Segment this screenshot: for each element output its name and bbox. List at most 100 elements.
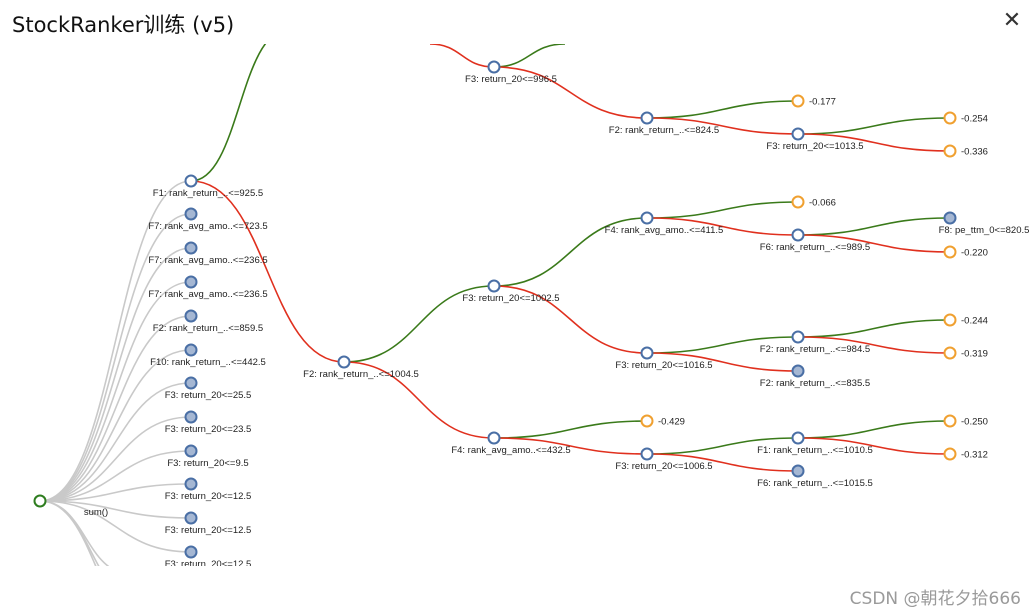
node-label: F2: rank_return_..<=859.5: [153, 323, 263, 334]
edge-gray-offscreen: [39, 500, 97, 566]
split-label: F1: rank_return_..<=1010.5: [757, 445, 873, 456]
split-label: F3: return_20<=996.5: [465, 74, 557, 85]
tree-node[interactable]: [184, 477, 198, 491]
split-label: F3: return_20<=1013.5: [766, 141, 863, 152]
leaf-value: -0.319: [961, 349, 988, 360]
split-node[interactable]: [640, 346, 654, 360]
edge-f4_411-f6_989: [646, 217, 799, 236]
edge-f3_1006-f6_1015: [646, 453, 799, 472]
edge-f3_1016-f2_835: [646, 352, 799, 372]
split-label: F6: rank_return_..<=1015.5: [757, 478, 873, 489]
leaf-node[interactable]: [943, 414, 957, 428]
tree-node[interactable]: [184, 275, 198, 289]
leaf-value: -0.066: [809, 198, 836, 209]
split-node[interactable]: [791, 127, 805, 141]
edge-f2_824-f3_1013: [646, 117, 799, 135]
edge-f3_1013-l0254: [797, 117, 951, 135]
node-label: F3: return_20<=12.5: [165, 525, 252, 536]
edge-root-to-tree: [39, 382, 192, 502]
dialog-title: StockRanker训练 (v5): [12, 13, 235, 37]
node-label: F3: return_20<=12.5: [165, 559, 252, 570]
tree-node[interactable]: [184, 376, 198, 390]
edge-red-offscreen: [429, 44, 495, 68]
edge-root-to-tree: [39, 315, 192, 502]
split-node[interactable]: [640, 211, 654, 225]
tree-node[interactable]: [184, 410, 198, 424]
leaf-node[interactable]: [943, 447, 957, 461]
split-label: F3: return_20<=1016.5: [615, 360, 712, 371]
leaf-value: -0.250: [961, 417, 988, 428]
split-node[interactable]: [791, 364, 805, 378]
watermark: CSDN @朝花夕拾666: [849, 589, 1021, 609]
edge-f3_1013-l0336: [797, 133, 951, 152]
leaf-value: -0.429: [658, 417, 685, 428]
leaf-node[interactable]: [943, 313, 957, 327]
edge-f2mid-f4_432: [343, 361, 495, 439]
split-label: F6: rank_return_..<=989.5: [760, 242, 870, 253]
edge-f6_989-f8: [797, 217, 951, 236]
edge-f1-f2mid: [190, 180, 345, 363]
edge-root-to-tree: [39, 247, 192, 502]
split-node[interactable]: [487, 431, 501, 445]
split-label: F2: rank_return_..<=824.5: [609, 125, 719, 136]
split-label: F4: rank_avg_amo..<=432.5: [451, 445, 570, 456]
node-label: F3: return_20<=25.5: [165, 390, 252, 401]
tree-node[interactable]: [184, 343, 198, 357]
split-node[interactable]: [640, 447, 654, 461]
node-label: F1: rank_return_..<=925.5: [153, 188, 263, 199]
split-label: F3: return_20<=1006.5: [615, 461, 712, 472]
edge-f4_432-f3_1006: [493, 437, 648, 455]
split-node[interactable]: [791, 330, 805, 344]
tree-node[interactable]: [184, 207, 198, 221]
leaf-node[interactable]: [640, 414, 654, 428]
edge-f3_1006-f1_1010: [646, 437, 799, 455]
split-node[interactable]: [337, 355, 351, 369]
split-node[interactable]: [791, 431, 805, 445]
edge-f3top-f2_824: [493, 66, 648, 119]
edge-f3_1002-f3_1016: [493, 285, 648, 354]
edge-root-to-tree: [39, 500, 192, 553]
leaf-node[interactable]: [791, 94, 805, 108]
tree-node[interactable]: [184, 511, 198, 525]
node-label: F3: return_20<=23.5: [165, 424, 252, 435]
edge-green-offscreen: [493, 44, 566, 68]
node-label: F7: rank_avg_amo..<=236.5: [148, 255, 267, 266]
leaf-node[interactable]: [791, 195, 805, 209]
split-node[interactable]: [487, 60, 501, 74]
edge-root-to-tree: [39, 180, 192, 502]
leaf-node[interactable]: [943, 346, 957, 360]
tree-node[interactable]: [184, 444, 198, 458]
edge-f6_989-l0220: [797, 234, 951, 253]
split-label: F2: rank_return_..<=984.5: [760, 344, 870, 355]
split-label: F3: return_20<=1002.5: [462, 293, 559, 304]
edge-root-to-tree: [39, 281, 192, 502]
split-label: F8: pe_ttm_0<=820.5: [939, 225, 1030, 236]
tree-node[interactable]: [184, 174, 198, 188]
tree-node[interactable]: [184, 545, 198, 559]
edge-root-to-tree: [39, 483, 192, 502]
leaf-node[interactable]: [943, 245, 957, 259]
edge-f1_1010-l0250: [797, 420, 951, 439]
tree-node[interactable]: [184, 241, 198, 255]
tree-edges: [39, 44, 951, 566]
leaf-value: -0.244: [961, 316, 988, 327]
leaf-node[interactable]: [943, 111, 957, 125]
leaf-node[interactable]: [943, 144, 957, 158]
split-node[interactable]: [791, 228, 805, 242]
split-node[interactable]: [640, 111, 654, 125]
tree-nodes: [33, 60, 957, 559]
node-label: F10: rank_return_..<=442.5: [150, 357, 266, 368]
split-node[interactable]: [791, 464, 805, 478]
root-node[interactable]: [33, 494, 47, 508]
close-icon[interactable]: ✕: [1002, 7, 1022, 32]
edge-f2_984-l0244: [797, 319, 951, 338]
split-node[interactable]: [487, 279, 501, 293]
leaf-value: -0.312: [961, 450, 988, 461]
edge-f3_1002-f4_411: [493, 217, 648, 287]
edge-f1_1010-l0312: [797, 437, 951, 455]
edge-root-to-tree: [39, 416, 192, 502]
split-node[interactable]: [943, 211, 957, 225]
node-label: F3: return_20<=9.5: [167, 458, 248, 469]
tree-node[interactable]: [184, 309, 198, 323]
